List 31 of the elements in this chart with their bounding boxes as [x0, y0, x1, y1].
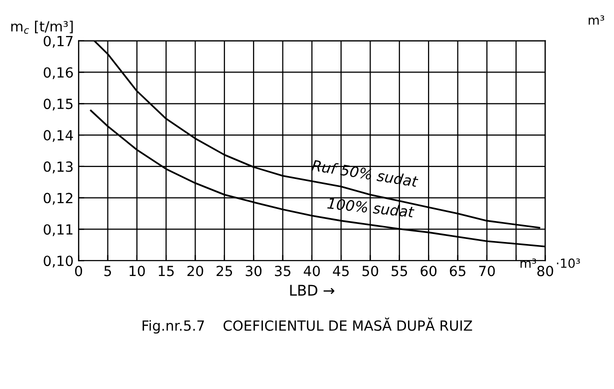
y-tick-label: 0,15	[44, 98, 73, 111]
x-tick-label: 50	[362, 266, 378, 276]
y-tick-label: 0,14	[44, 130, 73, 142]
x-tick-label: 35	[274, 266, 290, 276]
text: Fig.nr.5.7 COEFICIENTUL DE MASĂ DUPĂ RUIZ	[142, 318, 472, 334]
y-tick-label: 0,12	[44, 192, 72, 205]
x-tick-label: 40	[304, 266, 320, 276]
x-tick-label: 20	[187, 266, 204, 276]
x-tick-label: 25	[216, 266, 232, 276]
y-tick-label: 0,13	[44, 161, 73, 174]
x-tick-label: 60	[420, 266, 436, 276]
x-tick-label: 15	[158, 266, 174, 276]
x-tick-label: 45	[332, 266, 349, 276]
x-tick-label: 5	[104, 266, 111, 276]
x-tick-label: 80	[537, 266, 554, 276]
x-tick-label: 65	[450, 266, 466, 276]
text: 100% sudat	[327, 197, 415, 218]
y-tick-label: 0,11	[44, 224, 72, 236]
x-tick-label: 30	[246, 266, 262, 276]
y-tick-label: 0,16	[44, 67, 73, 80]
text: ·10³	[557, 258, 580, 268]
x-tick-label: 55	[392, 266, 408, 276]
y-tick-label: 0,17	[44, 36, 73, 48]
annotation: m³	[520, 258, 536, 268]
x-axis-title: LBD →	[290, 284, 334, 296]
text: m³	[588, 15, 604, 25]
x-tick-label: 0	[75, 266, 82, 276]
x-tick-label: 70	[479, 266, 495, 276]
y-tick-label: 0,10	[44, 256, 73, 268]
x-tick-label: 10	[130, 266, 145, 276]
y-axis-title: m$_{c}$ [t/m³]	[11, 20, 73, 34]
